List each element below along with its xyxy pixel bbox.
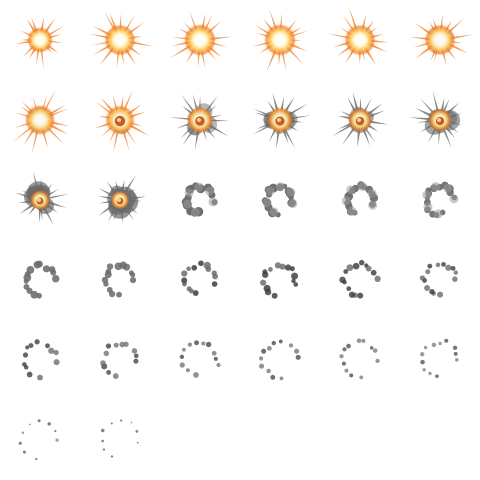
smoke-ring-22	[260, 262, 299, 299]
explosion-frame-5	[320, 0, 400, 80]
burst-7	[12, 89, 70, 154]
explosion-frame-22	[240, 240, 320, 320]
burst-12	[408, 90, 463, 149]
burst-4	[252, 8, 308, 72]
smoke-ring-24	[419, 262, 459, 298]
burst-2	[89, 11, 154, 68]
smoke-ring-31	[18, 419, 59, 461]
burst-10	[253, 92, 311, 150]
smoke-ring-17	[341, 181, 379, 216]
explosion-frame-10	[240, 80, 320, 160]
burst-1	[15, 17, 65, 69]
explosion-frame-21	[160, 240, 240, 320]
burst-5	[327, 7, 389, 66]
burst-14	[97, 175, 147, 223]
explosion-frame-16	[240, 160, 320, 240]
explosion-frame-6	[400, 0, 480, 80]
explosion-frame-2	[80, 0, 160, 80]
explosion-frame-14	[80, 160, 160, 240]
smoke-ring-32	[100, 419, 139, 458]
smoke-ring-18	[422, 181, 459, 219]
burst-3	[170, 10, 233, 68]
smoke-ring-25	[22, 339, 60, 381]
smoke-ring-27	[179, 340, 221, 378]
explosion-frame-8	[80, 80, 160, 160]
smoke-ring-21	[181, 260, 219, 296]
explosion-frame-24	[400, 240, 480, 320]
burst-13	[15, 171, 70, 226]
explosion-frame-30	[400, 320, 480, 400]
explosion-frame-13	[0, 160, 80, 240]
smoke-ring-23	[339, 259, 381, 299]
explosion-frame-20	[80, 240, 160, 320]
explosion-frame-11	[320, 80, 400, 160]
burst-6	[410, 14, 474, 65]
explosion-frame-28	[240, 320, 320, 400]
explosion-frame-29	[320, 320, 400, 400]
smoke-ring-19	[23, 260, 60, 299]
smoke-ring-15	[181, 182, 218, 217]
explosion-frame-18	[400, 160, 480, 240]
burst-8	[94, 90, 150, 153]
smoke-ring-29	[339, 338, 380, 380]
explosion-frame-23	[320, 240, 400, 320]
explosion-frame-3	[160, 0, 240, 80]
explosion-frame-19	[0, 240, 80, 320]
explosion-frame-32	[80, 400, 160, 480]
explosion-frame-7	[0, 80, 80, 160]
smoke-ring-16	[261, 182, 298, 218]
explosion-frame-15	[160, 160, 240, 240]
explosion-frame-1	[0, 0, 80, 80]
smoke-ring-26	[100, 341, 139, 379]
explosion-frame-9	[160, 80, 240, 160]
explosion-frame-12	[400, 80, 480, 160]
explosion-frame-26	[80, 320, 160, 400]
smoke-ring-28	[259, 339, 301, 381]
explosion-frame-31	[0, 400, 80, 480]
explosion-frame-17	[320, 160, 400, 240]
burst-9	[169, 94, 230, 151]
explosion-frame-4	[240, 0, 320, 80]
smoke-ring-20	[101, 261, 137, 298]
explosion-frame-25	[0, 320, 80, 400]
smoke-ring-30	[420, 338, 459, 378]
burst-11	[331, 91, 389, 148]
explosion-frame-27	[160, 320, 240, 400]
